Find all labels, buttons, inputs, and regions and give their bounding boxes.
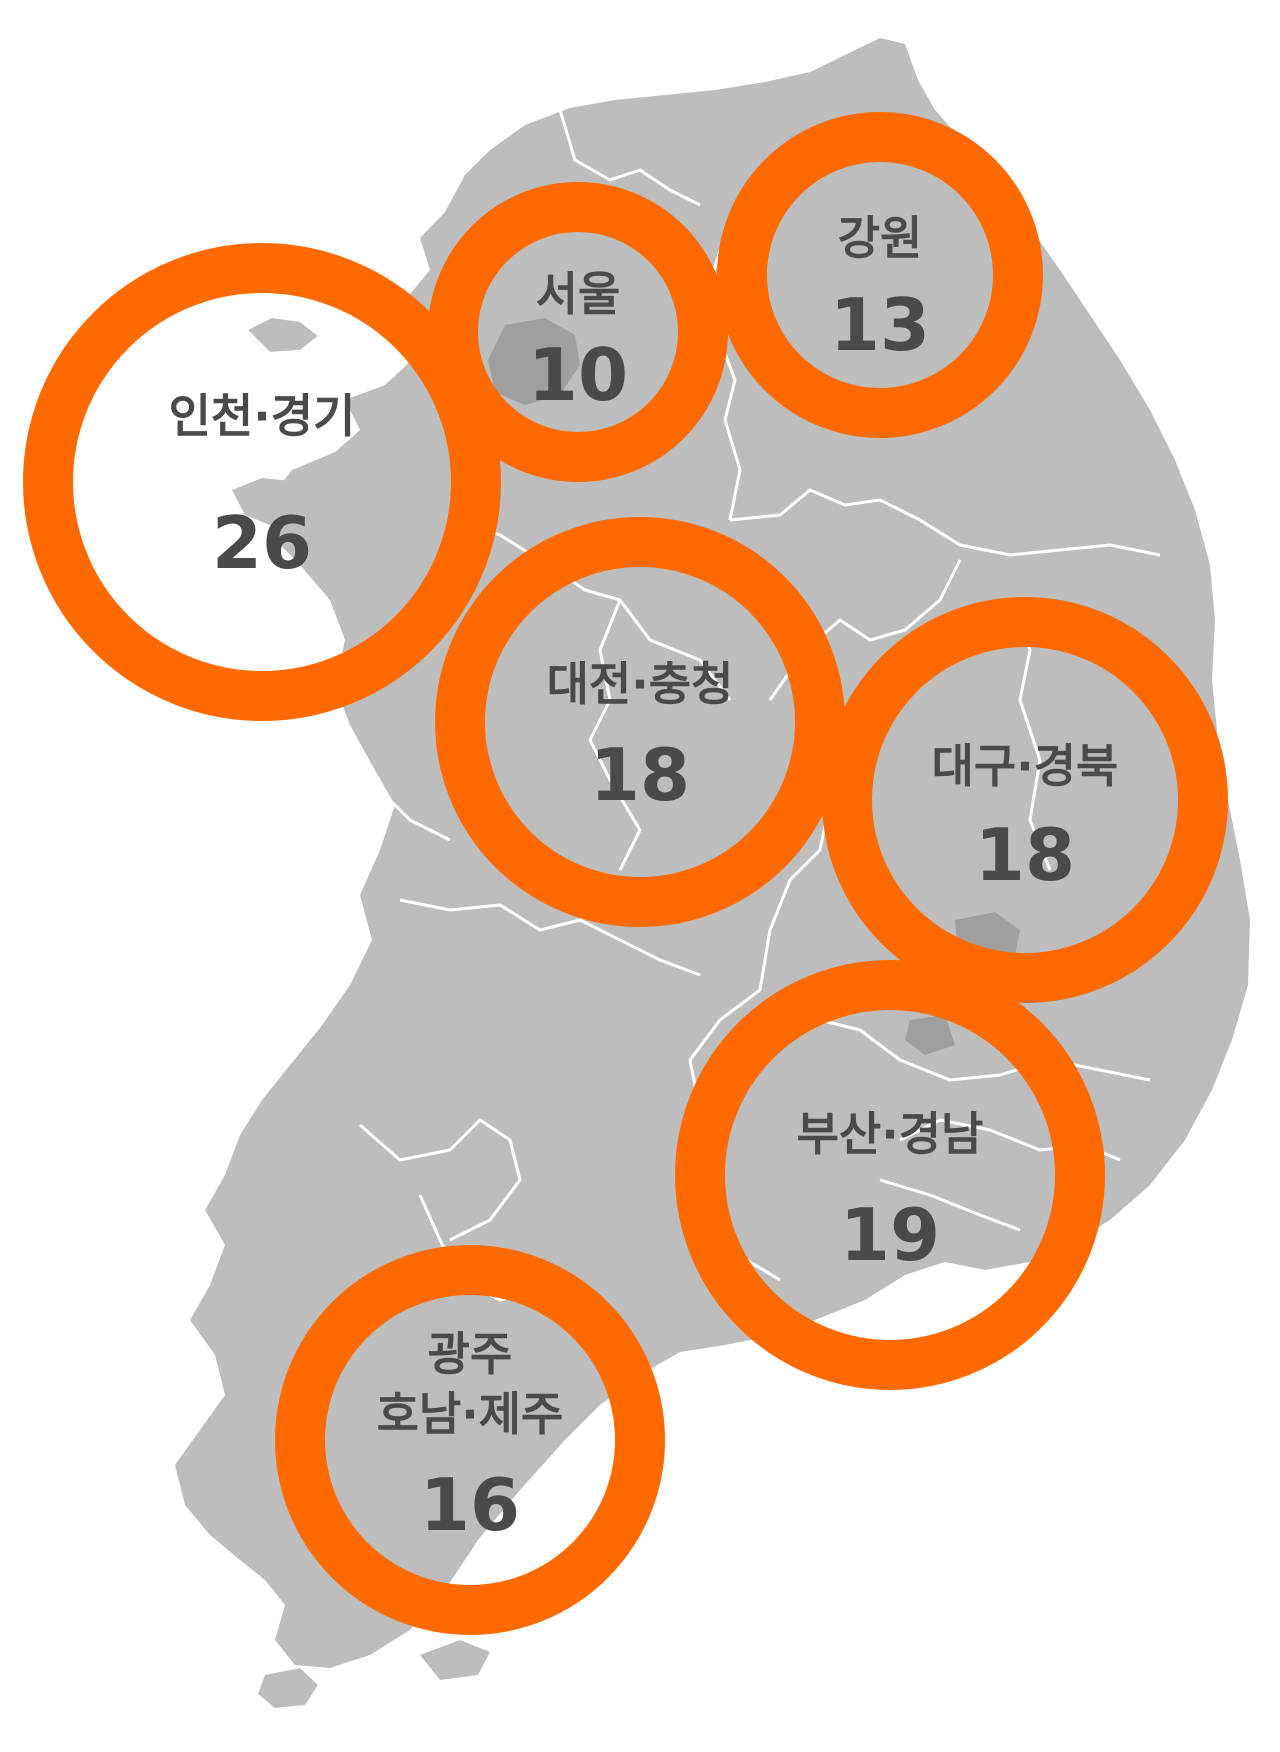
ring-gangwon [717,112,1043,438]
ulsan-area-shade [905,1015,955,1055]
label-daejeon-chungcheong-name: 대전·충청 [547,657,734,711]
region-labels: 인천·경기 26 서울 10 강원 13 대전·충청 18 대구·경북 18 부… [169,211,1119,1547]
label-honam-jeju-line2: 호남·제주 [377,1387,564,1441]
ring-gwangju-honam-jeju [275,1245,665,1635]
label-busan-gyeongnam-count: 19 [840,1193,940,1277]
label-seoul-name: 서울 [536,267,621,321]
ring-daejeon-chungcheong [435,517,845,927]
label-busan-gyeongnam-name: 부산·경남 [797,1107,984,1161]
label-incheon-gyeonggi-count: 26 [212,501,312,585]
label-gangwon-name: 강원 [838,211,923,265]
ring-busan-gyeongnam [675,960,1105,1390]
label-incheon-gyeonggi-name: 인천·경기 [169,389,356,443]
ring-seoul [428,182,728,482]
label-gangwon-count: 13 [830,283,930,367]
region-rings [23,112,1228,1635]
sea-inside-incheon-ring [75,295,360,669]
ring-incheon-gyeonggi [23,243,501,721]
southern-island-2 [420,1640,490,1680]
seoul-area-shade [488,318,580,405]
ring-daegu-gyeongbuk [822,597,1228,1003]
label-daegu-gyeongbuk-name: 대구·경북 [932,739,1119,793]
southern-island [258,1668,318,1708]
island-in-ring [232,470,375,525]
label-gwangju-line1: 광주 [428,1327,513,1381]
label-daejeon-chungcheong-count: 18 [590,733,690,817]
label-daegu-gyeongbuk-count: 18 [975,813,1075,897]
label-gwangju-honam-jeju-count: 16 [420,1463,520,1547]
label-seoul-count: 10 [528,333,628,417]
western-island-2 [248,318,318,352]
